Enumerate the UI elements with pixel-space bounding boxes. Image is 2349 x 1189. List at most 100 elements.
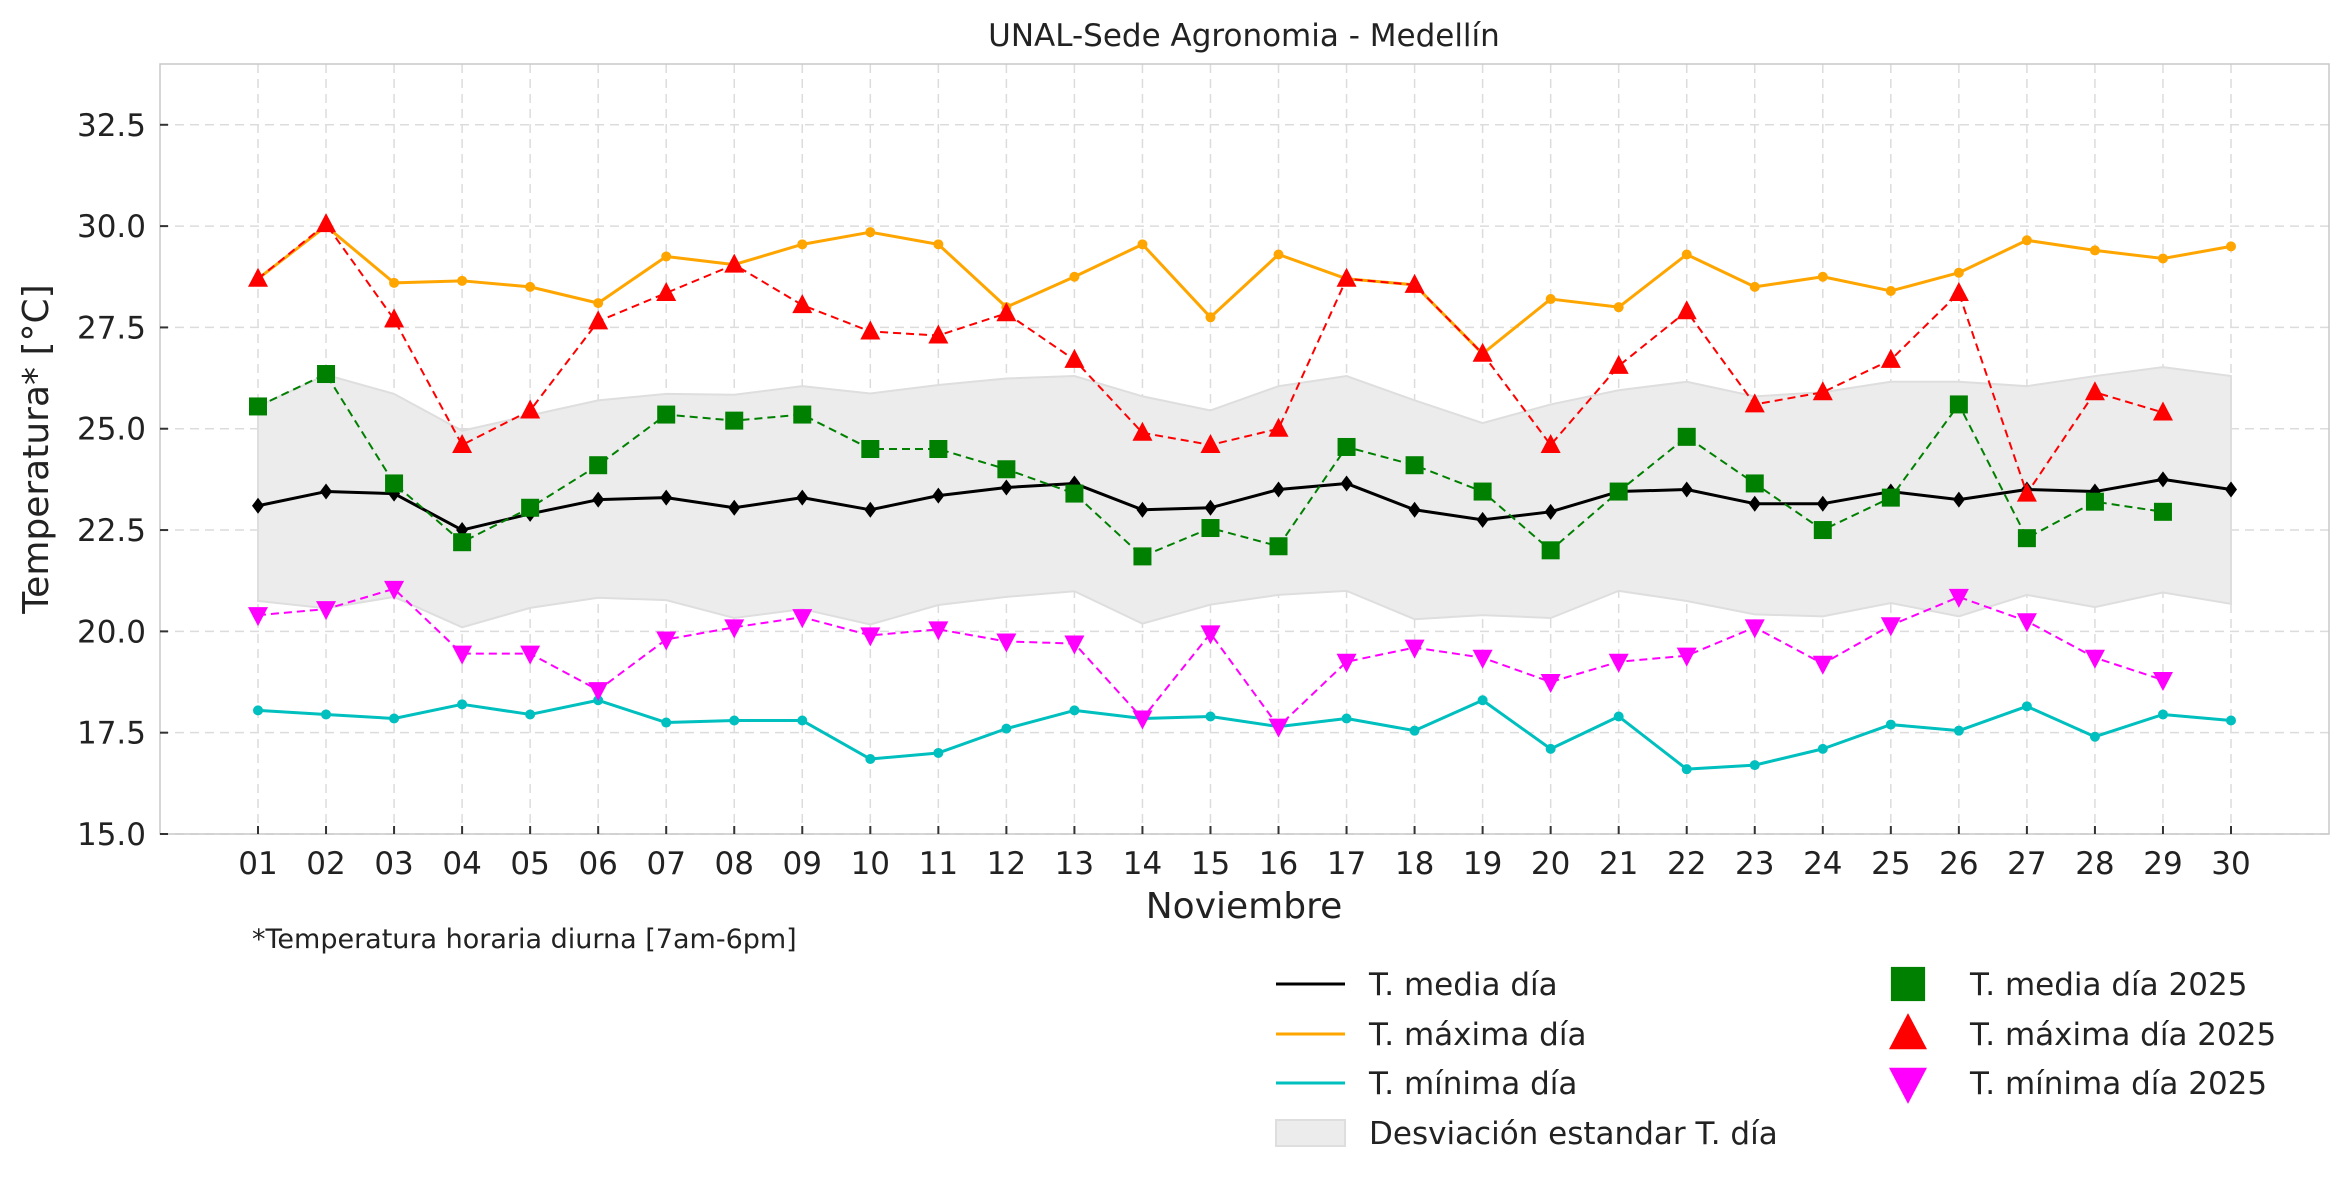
data-point <box>2156 471 2169 488</box>
x-tick-label: 16 <box>1259 846 1298 882</box>
data-point <box>593 298 604 309</box>
data-point <box>928 324 949 344</box>
data-point <box>252 497 264 514</box>
series-line <box>257 698 2232 771</box>
data-point <box>1205 312 1216 323</box>
data-point <box>389 277 400 288</box>
data-point <box>997 460 1016 479</box>
data-point <box>389 713 400 724</box>
data-point <box>1880 348 1901 368</box>
data-point <box>2089 245 2100 256</box>
x-tick-label: 29 <box>2143 846 2182 882</box>
footnote: *Temperatura horaria diurna [7am-6pm] <box>252 924 797 955</box>
legend-label: T. mínima día 2025 <box>1969 1066 2267 1102</box>
x-tick-label: 28 <box>2075 846 2114 882</box>
x-tick-label: 25 <box>1871 846 1910 882</box>
data-point <box>660 489 673 506</box>
data-point <box>2226 241 2236 252</box>
data-point <box>1476 511 1489 528</box>
data-point <box>2225 481 2237 498</box>
legend-label: T. máxima día 2025 <box>1969 1017 2276 1053</box>
data-point <box>1949 395 1968 414</box>
series-t-m-xima-d-a-2025 <box>248 213 2173 502</box>
data-point <box>725 411 744 430</box>
y-tick-label: 30.0 <box>77 209 146 245</box>
data-point <box>1540 674 1561 694</box>
data-point <box>1749 760 1760 771</box>
series-t-media-d-a-2025 <box>249 365 2172 566</box>
data-point <box>2085 492 2104 511</box>
data-point <box>452 645 473 665</box>
data-point <box>1064 348 1085 368</box>
legend-label: T. media día 2025 <box>1969 967 2247 1003</box>
x-tick-label: 26 <box>1939 846 1978 882</box>
data-point <box>661 717 672 728</box>
data-point <box>1953 267 1964 278</box>
data-point <box>2084 649 2105 669</box>
data-point <box>2016 482 2037 502</box>
data-point <box>457 275 468 286</box>
data-point <box>1404 639 1425 659</box>
y-axis: 15.0 17.5 20.0 22.5 25.0 27.5 30.0 32.5 <box>77 108 168 853</box>
data-point <box>1065 484 1084 503</box>
x-tick-label: 01 <box>238 846 277 882</box>
data-point <box>792 294 813 314</box>
data-point <box>1813 521 1832 540</box>
data-point <box>249 397 267 416</box>
data-point <box>520 645 541 665</box>
data-point <box>1540 433 1561 453</box>
grid <box>160 64 2329 835</box>
y-tick-label: 15.0 <box>77 817 146 853</box>
data-point <box>728 499 741 516</box>
data-point <box>525 709 536 720</box>
data-point <box>2089 731 2100 742</box>
data-point <box>1609 482 1628 501</box>
legend-marker-swatch <box>1889 1013 1927 1050</box>
data-point <box>384 308 405 328</box>
data-point <box>1677 427 1696 446</box>
x-tick-label: 21 <box>1599 846 1638 882</box>
data-point <box>1472 649 1493 669</box>
data-point <box>1001 723 1012 734</box>
data-point <box>316 213 337 233</box>
data-point <box>860 627 881 647</box>
y-tick-label: 27.5 <box>77 310 146 346</box>
data-point <box>933 747 944 758</box>
chart-title: UNAL-Sede Agronomia - Medellín <box>988 18 1500 54</box>
plot-frame <box>159 63 2330 835</box>
data-point <box>865 754 876 765</box>
x-tick-label: 24 <box>1803 846 1842 882</box>
series-t-m-nima-d-a-2025 <box>248 580 2173 738</box>
data-point <box>861 440 880 458</box>
series-line <box>257 224 2232 356</box>
data-point <box>1069 271 1080 282</box>
data-point <box>1341 713 1352 724</box>
data-point <box>724 619 745 639</box>
data-point <box>1745 474 1764 493</box>
data-point <box>1404 273 1425 293</box>
series-t-media-d-a <box>252 471 2237 539</box>
data-point <box>1676 300 1697 320</box>
data-point <box>588 682 609 702</box>
data-point <box>1064 635 1085 655</box>
data-point <box>1472 342 1493 362</box>
data-point <box>656 281 677 301</box>
data-point <box>865 227 876 238</box>
data-point <box>793 405 812 424</box>
data-point <box>656 631 677 651</box>
data-point <box>1748 495 1761 512</box>
data-point <box>1744 393 1765 413</box>
x-tick-label: 07 <box>646 846 685 882</box>
data-point <box>453 533 472 552</box>
data-point <box>1885 285 1896 296</box>
data-point <box>1608 653 1629 673</box>
data-point <box>1812 381 1833 401</box>
series-line <box>257 587 2164 728</box>
x-tick-label: 11 <box>919 846 958 882</box>
data-point <box>1268 718 1289 738</box>
x-tick-label: 05 <box>510 846 549 882</box>
data-point <box>1681 764 1692 775</box>
data-point <box>525 281 536 292</box>
series-t-m-nima-d-a <box>253 695 2236 775</box>
data-point <box>1541 541 1560 560</box>
